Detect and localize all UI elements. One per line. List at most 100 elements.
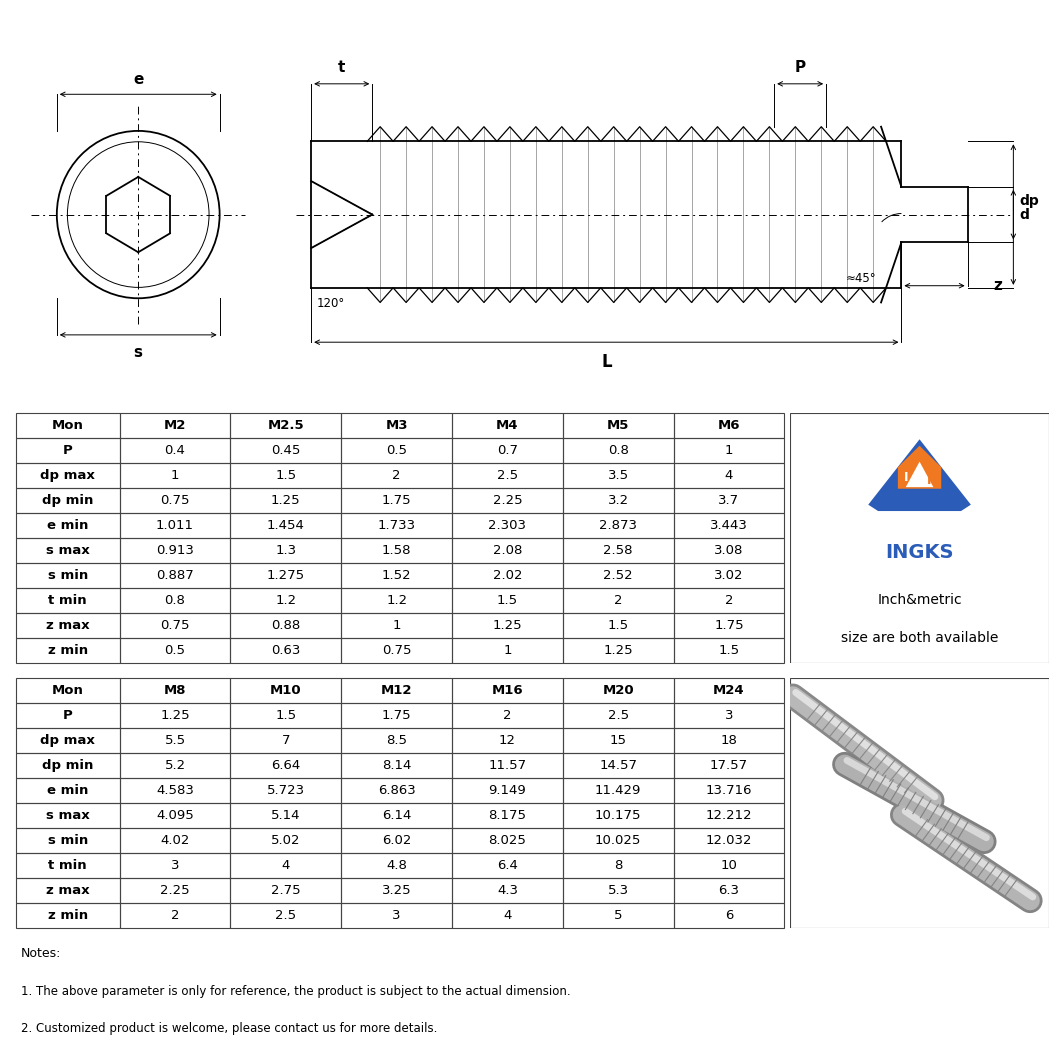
Bar [341, 587, 452, 613]
Text: 6.14: 6.14 [382, 809, 411, 822]
Text: Inch&metric: Inch&metric [878, 594, 961, 607]
Bar [673, 878, 784, 903]
Text: 1.52: 1.52 [382, 569, 411, 582]
Bar [120, 613, 230, 638]
Bar [341, 538, 452, 563]
Bar [230, 613, 341, 638]
Bar [230, 753, 341, 778]
Bar [452, 463, 563, 488]
Bar [341, 488, 452, 513]
Text: t min: t min [49, 859, 87, 871]
Bar [673, 753, 784, 778]
Text: 15: 15 [610, 735, 626, 747]
Text: dp min: dp min [42, 759, 93, 772]
Text: 14.57: 14.57 [599, 759, 637, 772]
Text: 0.75: 0.75 [382, 643, 411, 656]
Bar [230, 463, 341, 488]
Bar [341, 803, 452, 828]
Bar [230, 413, 341, 439]
Text: 8.025: 8.025 [489, 834, 527, 847]
Bar [120, 463, 230, 488]
Text: 0.913: 0.913 [156, 544, 194, 556]
Text: M16: M16 [492, 685, 524, 697]
Bar [563, 728, 673, 753]
Text: 0.5: 0.5 [386, 444, 407, 457]
Bar [673, 538, 784, 563]
Text: 2.02: 2.02 [493, 569, 523, 582]
Bar [16, 563, 120, 587]
Text: 4.583: 4.583 [156, 784, 194, 797]
Text: 1: 1 [171, 470, 179, 482]
Bar [16, 513, 120, 538]
Bar [452, 903, 563, 928]
Text: 2.5: 2.5 [276, 908, 297, 921]
Bar [230, 513, 341, 538]
Text: 4.095: 4.095 [156, 809, 194, 822]
Bar [341, 513, 452, 538]
Bar [452, 488, 563, 513]
Text: 1.75: 1.75 [382, 709, 411, 722]
Bar [16, 488, 120, 513]
Bar [452, 753, 563, 778]
Text: 5.723: 5.723 [267, 784, 305, 797]
Bar [563, 878, 673, 903]
Text: P: P [63, 709, 73, 722]
Bar [230, 587, 341, 613]
Bar [120, 678, 230, 704]
Text: M20: M20 [602, 685, 634, 697]
Bar [230, 538, 341, 563]
Bar [120, 563, 230, 587]
Text: 1.25: 1.25 [603, 643, 633, 656]
Text: Mon: Mon [52, 420, 84, 432]
Bar [120, 903, 230, 928]
Text: 1: 1 [392, 619, 401, 632]
Bar [673, 852, 784, 878]
Text: Notes:: Notes: [21, 948, 61, 960]
Text: 3: 3 [392, 908, 401, 921]
Bar [16, 463, 120, 488]
Text: 3.443: 3.443 [710, 519, 748, 532]
Text: 1: 1 [504, 643, 512, 656]
Bar [120, 587, 230, 613]
Bar [673, 903, 784, 928]
Text: M10: M10 [270, 685, 302, 697]
Text: N: N [928, 474, 938, 488]
Bar [673, 587, 784, 613]
Text: 8.175: 8.175 [489, 809, 527, 822]
Text: M2.5: M2.5 [267, 420, 304, 432]
Bar [452, 413, 563, 439]
Bar [341, 778, 452, 803]
Text: M3: M3 [386, 420, 408, 432]
Text: z: z [993, 278, 1002, 294]
Bar [230, 678, 341, 704]
Bar [673, 704, 784, 728]
Bar [452, 538, 563, 563]
Text: 17.57: 17.57 [710, 759, 748, 772]
Bar [230, 704, 341, 728]
Bar [673, 413, 784, 439]
Text: 2. Customized product is welcome, please contact us for more details.: 2. Customized product is welcome, please… [21, 1022, 438, 1035]
Bar [16, 728, 120, 753]
Text: 0.75: 0.75 [160, 494, 190, 507]
Text: 2: 2 [171, 908, 179, 921]
Text: 1.2: 1.2 [276, 594, 297, 606]
Text: 5: 5 [614, 908, 622, 921]
Text: 0.8: 0.8 [164, 594, 186, 606]
Text: 1.5: 1.5 [497, 594, 518, 606]
Bar [341, 613, 452, 638]
Text: 10: 10 [721, 859, 738, 871]
Text: 8: 8 [614, 859, 622, 871]
Bar [16, 778, 120, 803]
Text: 1.75: 1.75 [382, 494, 411, 507]
Text: s: s [134, 346, 143, 360]
Text: z max: z max [46, 884, 90, 897]
Text: 2: 2 [504, 709, 512, 722]
Bar [563, 538, 673, 563]
Bar [16, 587, 120, 613]
Bar [120, 538, 230, 563]
Text: M2: M2 [164, 420, 187, 432]
Bar [341, 439, 452, 463]
Text: 2.75: 2.75 [271, 884, 301, 897]
Text: s max: s max [46, 544, 90, 556]
Text: 5.3: 5.3 [607, 884, 629, 897]
